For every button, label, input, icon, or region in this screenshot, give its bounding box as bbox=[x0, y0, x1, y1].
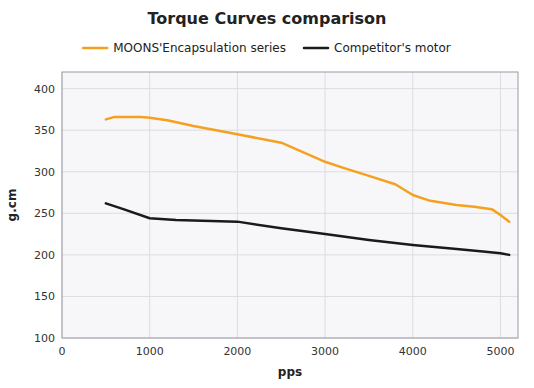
plot-background bbox=[62, 72, 518, 338]
grid-line-x bbox=[500, 72, 501, 338]
y-tick-label: 400 bbox=[34, 83, 55, 96]
y-tick-label: 100 bbox=[34, 332, 55, 345]
plot-frame bbox=[62, 72, 518, 338]
x-tick-label: 3000 bbox=[311, 345, 339, 358]
grid-line-x bbox=[325, 72, 326, 338]
x-tick-label: 2000 bbox=[223, 345, 251, 358]
chart-container: 0 1000 2000 3000 4000 5000 100 150 200 250 300 350 4… bbox=[0, 0, 534, 388]
grid-line-y bbox=[62, 254, 518, 255]
grid-line-y bbox=[62, 88, 518, 89]
y-axis-label: g.cm bbox=[5, 189, 19, 222]
y-tick-label: 300 bbox=[34, 166, 55, 179]
x-tick-label: 1000 bbox=[136, 345, 164, 358]
x-tick-label: 4000 bbox=[399, 345, 427, 358]
grid-line-y bbox=[62, 213, 518, 214]
series-group bbox=[106, 117, 509, 255]
series-line bbox=[106, 203, 509, 255]
series-line bbox=[106, 117, 509, 222]
grid-line-x bbox=[237, 72, 238, 338]
grid bbox=[62, 72, 518, 338]
grid-line-x bbox=[149, 72, 150, 338]
tick-labels: 0 1000 2000 3000 4000 5000 100 150 200 250 300 350 4… bbox=[34, 83, 514, 358]
legend-item: Competitor's motor bbox=[304, 41, 451, 55]
legend-label: MOONS'Encapsulation series bbox=[113, 41, 286, 55]
grid-line-y bbox=[62, 130, 518, 131]
y-tick-label: 350 bbox=[34, 124, 55, 137]
legend-label: Competitor's motor bbox=[334, 41, 451, 55]
legend-item: MOONS'Encapsulation series bbox=[83, 41, 286, 55]
chart-title: Torque Curves comparison bbox=[147, 9, 386, 28]
y-tick-label: 150 bbox=[34, 290, 55, 303]
y-tick-label: 250 bbox=[34, 207, 55, 220]
x-tick-label: 5000 bbox=[486, 345, 514, 358]
grid-line-x bbox=[412, 72, 413, 338]
legend: MOONS'Encapsulation series Competitor's m… bbox=[83, 41, 451, 55]
grid-line-y bbox=[62, 171, 518, 172]
y-tick-label: 200 bbox=[34, 249, 55, 262]
grid-line-y bbox=[62, 296, 518, 297]
legend-swatch bbox=[304, 47, 328, 50]
x-tick-label: 0 bbox=[59, 345, 66, 358]
chart-svg: 0 1000 2000 3000 4000 5000 100 150 200 250 300 350 4… bbox=[0, 0, 534, 388]
x-axis-label: pps bbox=[278, 365, 302, 379]
legend-swatch bbox=[83, 47, 107, 50]
